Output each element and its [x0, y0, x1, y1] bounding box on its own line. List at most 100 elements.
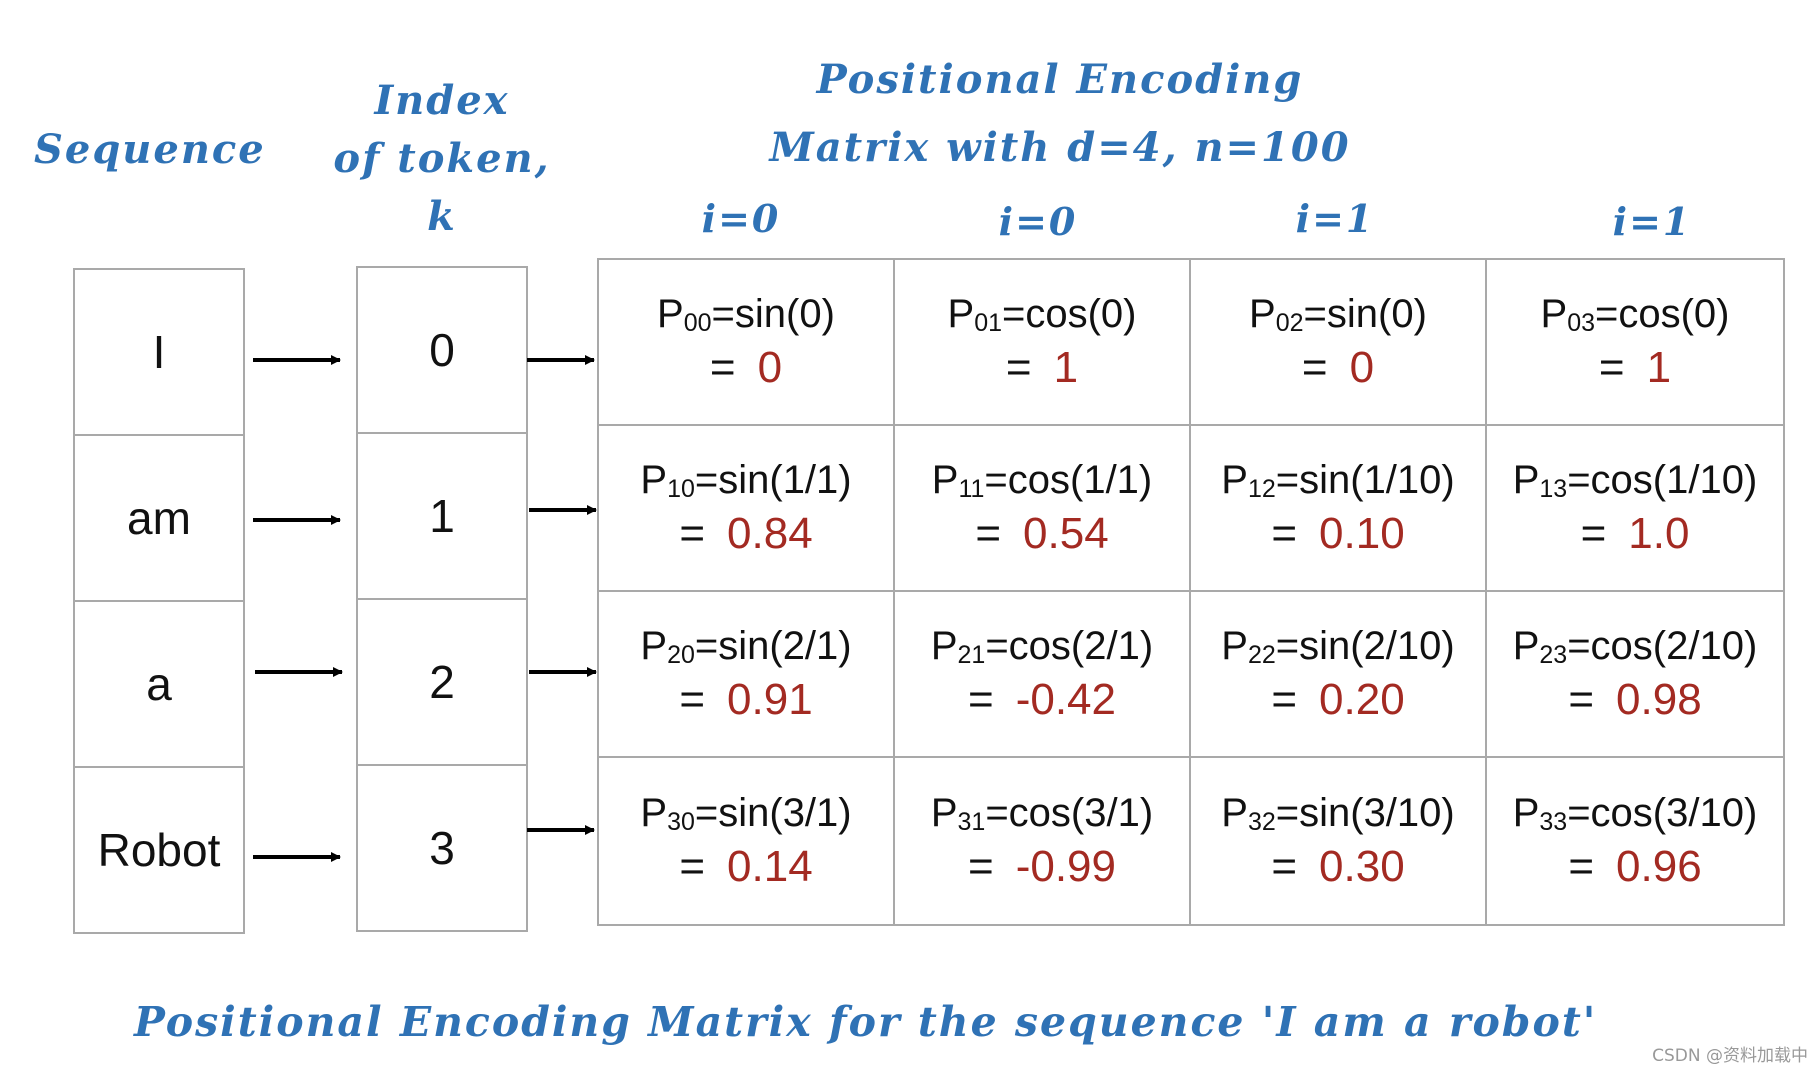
matrix-equals-sign: =: [679, 508, 706, 558]
matrix-formula: P00=sin(0): [657, 289, 835, 339]
matrix-formula-expression: =cos(3/1): [985, 791, 1154, 836]
matrix-equals-sign: =: [975, 508, 1002, 558]
matrix-formula-expression: =sin(3/1): [694, 791, 852, 836]
matrix-value: 0.98: [1616, 674, 1702, 724]
column-label-2: i=1: [1295, 196, 1375, 241]
matrix-formula-expression: =cos(0): [1595, 292, 1730, 337]
matrix-formula-subscript: 32: [1247, 808, 1276, 837]
matrix-formula-subscript: 10: [667, 475, 695, 504]
matrix-cell-2-0: P20=sin(2/1) = 0.91: [599, 592, 895, 758]
matrix-value-line: = 0: [710, 340, 782, 395]
matrix-formula-symbol: P: [657, 292, 684, 337]
matrix-formula: P02=sin(0): [1249, 289, 1427, 339]
matrix-value-line: = 0.10: [1271, 506, 1404, 561]
matrix-equals-sign: =: [679, 841, 706, 891]
matrix-equals-sign: =: [1271, 841, 1298, 891]
matrix-formula: P13=cos(1/10): [1513, 455, 1758, 505]
matrix-value-line: = -0.42: [968, 672, 1116, 727]
matrix-formula-expression: =cos(2/10): [1567, 624, 1758, 669]
matrix-value: 0.30: [1319, 841, 1405, 891]
matrix-header-line-2: Matrix with d=4, n=100: [769, 124, 1351, 171]
matrix-formula-expression: =sin(3/10): [1275, 791, 1455, 836]
matrix-formula-symbol: P: [1512, 791, 1540, 836]
matrix-value: 0: [1349, 342, 1375, 392]
matrix-equals-sign: =: [968, 674, 994, 724]
matrix-value-line: = 1: [1599, 340, 1671, 395]
positional-encoding-matrix: P00=sin(0) = 0 P01=cos(0) = 1 P02=sin(0) = 0 P03=…: [597, 258, 1785, 926]
matrix-equals-sign: =: [1580, 508, 1607, 558]
matrix-formula-symbol: P: [640, 458, 668, 503]
matrix-formula-symbol: P: [1512, 458, 1540, 503]
matrix-cell-2-3: P23=cos(2/10) = 0.98: [1487, 592, 1783, 758]
matrix-formula-expression: =cos(1/10): [1567, 458, 1758, 503]
column-label-1: i=0: [998, 199, 1078, 244]
matrix-value: 0.54: [1023, 508, 1109, 558]
matrix-cell-3-0: P30=sin(3/1) = 0.14: [599, 758, 895, 924]
matrix-formula-symbol: P: [947, 292, 975, 337]
matrix-formula: P01=cos(0): [948, 289, 1137, 339]
matrix-formula: P21=cos(2/1): [931, 621, 1153, 671]
index-cell-3: 3: [356, 764, 528, 932]
matrix-cell-1-1: P11=cos(1/1) = 0.54: [895, 426, 1191, 592]
matrix-value-line: = 0.98: [1568, 672, 1701, 727]
matrix-equals-sign: =: [679, 674, 706, 724]
matrix-cell-3-3: P33=cos(3/10) = 0.96: [1487, 758, 1783, 924]
token-cell-3: Robot: [73, 766, 245, 934]
matrix-equals-sign: =: [1568, 841, 1595, 891]
matrix-equals-sign: =: [1301, 342, 1328, 392]
matrix-value: 1.0: [1628, 508, 1690, 558]
matrix-header-line-1: Positional Encoding: [816, 56, 1304, 103]
index-header-line-3: k: [427, 193, 457, 240]
matrix-value-line: = 0: [1302, 340, 1374, 395]
matrix-equals-sign: =: [1271, 508, 1298, 558]
column-label-0: i=0: [701, 196, 781, 241]
matrix-formula-symbol: P: [930, 624, 958, 669]
matrix-cell-1-3: P13=cos(1/10) = 1.0: [1487, 426, 1783, 592]
matrix-value-line: = 0.84: [679, 506, 812, 561]
matrix-header: Positional Encoding Matrix with d=4, n=1…: [740, 46, 1380, 182]
matrix-formula-symbol: P: [930, 791, 958, 836]
matrix-value: 0.20: [1319, 674, 1405, 724]
matrix-cell-0-3: P03=cos(0) = 1: [1487, 260, 1783, 426]
matrix-value-line: = 0.20: [1271, 672, 1404, 727]
matrix-formula-expression: =cos(1/1): [984, 458, 1153, 503]
matrix-formula-symbol: P: [1249, 292, 1276, 337]
figure-caption: Positional Encoding Matrix for the seque…: [134, 998, 1598, 1046]
matrix-value-line: = 0.54: [975, 506, 1108, 561]
matrix-value: 0.91: [727, 674, 813, 724]
matrix-formula: P10=sin(1/1): [640, 455, 851, 505]
matrix-equals-sign: =: [1271, 674, 1298, 724]
watermark: CSDN @资料加载中: [1652, 1046, 1808, 1066]
matrix-formula-subscript: 22: [1247, 641, 1276, 670]
matrix-value: 1: [1646, 342, 1672, 392]
matrix-formula-symbol: P: [640, 791, 668, 836]
matrix-formula-subscript: 33: [1539, 808, 1568, 837]
matrix-formula-symbol: P: [1221, 791, 1248, 836]
matrix-equals-sign: =: [968, 841, 994, 891]
matrix-value-line: = 1.0: [1581, 506, 1690, 561]
matrix-formula-subscript: 13: [1539, 475, 1568, 504]
matrix-formula: P20=sin(2/1): [640, 621, 851, 671]
matrix-formula: P11=cos(1/1): [932, 455, 1153, 505]
matrix-cell-3-1: P31=cos(3/1) = -0.99: [895, 758, 1191, 924]
matrix-formula-subscript: 23: [1539, 641, 1568, 670]
matrix-cell-0-2: P02=sin(0) = 0: [1191, 260, 1487, 426]
matrix-formula-symbol: P: [931, 458, 959, 503]
matrix-formula-expression: =sin(0): [711, 292, 835, 337]
index-header: Index of token, k: [322, 72, 562, 246]
matrix-formula-symbol: P: [1512, 624, 1540, 669]
matrix-formula: P30=sin(3/1): [640, 788, 851, 838]
matrix-value-line: = 1: [1006, 340, 1078, 395]
matrix-formula-symbol: P: [640, 624, 668, 669]
matrix-formula-subscript: 03: [1567, 309, 1595, 338]
matrix-formula-subscript: 21: [957, 641, 986, 670]
matrix-formula: P33=cos(3/10): [1513, 788, 1758, 838]
matrix-formula-subscript: 20: [667, 641, 695, 670]
sequence-header: Sequence: [34, 126, 266, 173]
matrix-formula-expression: =sin(0): [1303, 292, 1427, 337]
matrix-value-line: = 0.30: [1271, 839, 1404, 894]
matrix-formula-expression: =sin(2/1): [694, 624, 852, 669]
matrix-value-line: = -0.99: [968, 839, 1116, 894]
matrix-formula-expression: =sin(1/10): [1275, 458, 1455, 503]
